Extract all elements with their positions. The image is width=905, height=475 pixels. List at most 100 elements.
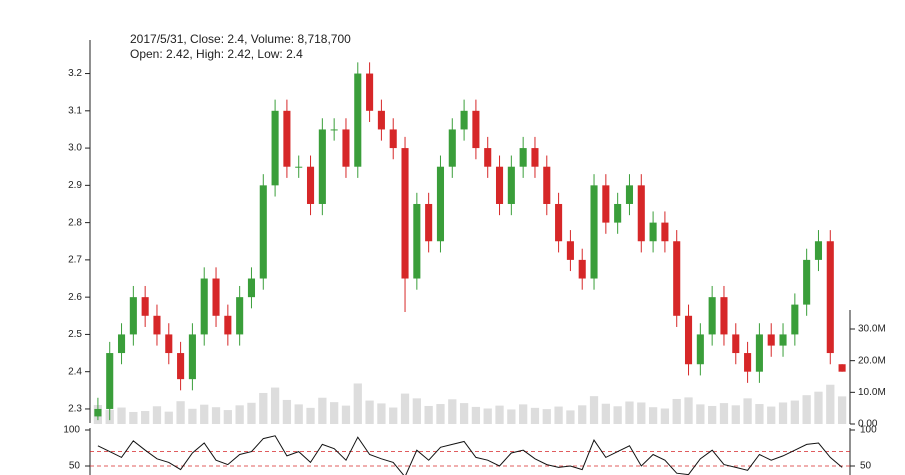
candle-body xyxy=(614,203,622,223)
volume-bar xyxy=(306,407,315,424)
candle-body xyxy=(177,353,185,380)
volume-bar xyxy=(412,398,421,424)
candle-body xyxy=(117,334,126,354)
volume-bar xyxy=(637,402,646,424)
volume-bar xyxy=(176,401,185,424)
y-tick-label: 2.7 xyxy=(68,255,82,266)
volume-bar xyxy=(223,410,232,424)
oscillator-line xyxy=(97,435,843,475)
volume-bar xyxy=(613,406,622,424)
volume-bar xyxy=(365,400,374,424)
volume-bar xyxy=(282,399,292,424)
candle-body xyxy=(306,166,315,204)
y2-tick-label: 50 xyxy=(860,461,872,472)
volume-bar xyxy=(318,397,327,424)
candle-body xyxy=(767,334,775,346)
candle-body xyxy=(673,241,681,316)
candle-body xyxy=(649,222,657,242)
candle-body xyxy=(578,259,586,279)
volume-bar xyxy=(648,407,658,424)
candle-body xyxy=(106,353,114,409)
candle-body xyxy=(791,304,799,335)
candle-body xyxy=(377,110,385,130)
volume-bar xyxy=(259,392,268,424)
volume-bar xyxy=(389,407,398,424)
candle-body xyxy=(625,185,634,204)
volume-bar xyxy=(826,384,835,424)
candle-body xyxy=(247,278,256,298)
candle-body xyxy=(259,185,267,279)
candle-body xyxy=(295,166,303,168)
candle-body xyxy=(342,129,350,167)
candle-body xyxy=(389,129,397,149)
candle-body xyxy=(602,185,610,223)
candle-body xyxy=(720,297,728,335)
volume-bar xyxy=(601,403,610,424)
y-tick-label: 2.5 xyxy=(68,329,82,340)
volume-bar xyxy=(235,405,244,424)
volume-bar xyxy=(507,409,516,424)
candle-body xyxy=(141,297,149,316)
volume-bar xyxy=(554,406,563,424)
candle-body xyxy=(838,364,846,372)
candle-body xyxy=(460,110,468,130)
volume-bar xyxy=(330,402,339,424)
candle-body xyxy=(684,315,693,365)
candle-body xyxy=(153,315,161,335)
volume-bar xyxy=(719,403,729,424)
candle-body xyxy=(744,353,752,372)
candle-body xyxy=(401,148,409,279)
candle-body xyxy=(826,241,834,354)
volume-bar xyxy=(767,406,776,424)
candle-body xyxy=(566,241,574,260)
y2-tick-label: 100 xyxy=(860,425,877,436)
candle-body xyxy=(236,297,244,335)
candle-body xyxy=(531,148,539,167)
volume-bar xyxy=(211,407,221,424)
y2-tick-label: 10.0M xyxy=(858,387,886,398)
candle-body xyxy=(507,166,515,204)
volume-bar xyxy=(448,399,457,424)
candle-body xyxy=(212,278,220,316)
candle-body xyxy=(283,110,291,167)
candle-body xyxy=(708,297,716,335)
volume-bar xyxy=(672,398,681,424)
volume-bar xyxy=(566,410,575,424)
volume-bar xyxy=(341,405,351,424)
candle-body xyxy=(495,166,504,204)
y-tick-label: 3.1 xyxy=(68,105,82,116)
candle-body xyxy=(448,129,456,167)
volume-bar xyxy=(353,383,362,424)
volume-bar xyxy=(377,403,386,424)
candle-body xyxy=(425,203,433,242)
candle-body xyxy=(484,148,492,167)
y2-tick-label: 20.0M xyxy=(858,355,886,366)
y-tick-label: 2.3 xyxy=(68,404,82,415)
volume-bar xyxy=(519,404,528,424)
y-tick-label: 3.2 xyxy=(68,68,82,79)
volume-bar xyxy=(129,411,138,424)
candle-body xyxy=(543,166,551,204)
volume-bar xyxy=(117,407,126,424)
volume-bar xyxy=(578,405,587,424)
candle-body xyxy=(224,315,232,335)
volume-bar xyxy=(542,409,551,424)
y-tick-label: 2.6 xyxy=(68,292,82,303)
volume-bar xyxy=(200,404,209,424)
volume-bar xyxy=(731,405,740,424)
volume-bar xyxy=(625,401,634,424)
candle-body xyxy=(200,278,208,335)
y-tick-label: 3.0 xyxy=(68,143,82,154)
volume-bar xyxy=(837,396,847,424)
volume-bar xyxy=(802,395,811,424)
volume-bar xyxy=(483,408,492,424)
volume-bar xyxy=(188,408,197,424)
candle-body xyxy=(755,334,763,372)
candle-body xyxy=(555,203,563,242)
candle-body xyxy=(590,185,598,279)
candle-body xyxy=(803,259,811,305)
candle-body xyxy=(696,334,704,365)
volume-bar xyxy=(530,407,540,424)
candle-body xyxy=(318,129,326,204)
